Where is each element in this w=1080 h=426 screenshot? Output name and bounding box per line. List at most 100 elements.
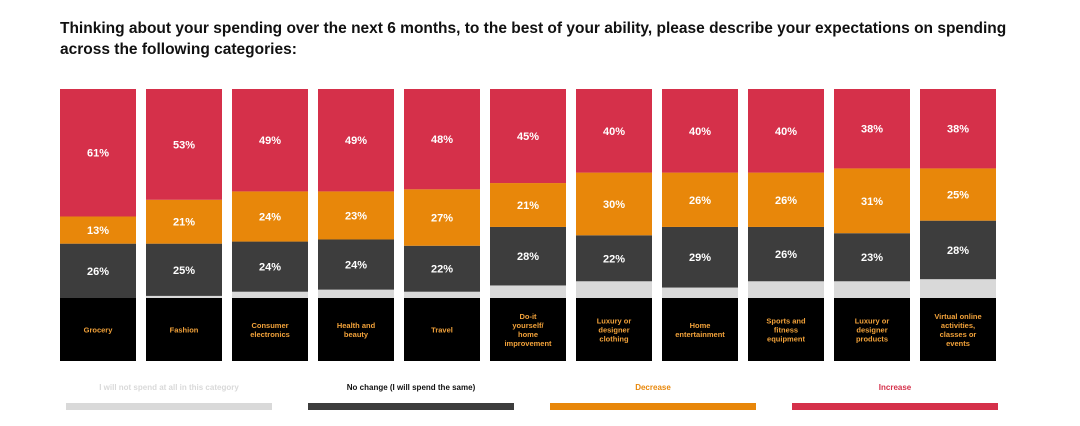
value-label-decrease-health-and-beauty: 23% — [345, 210, 367, 222]
bar-segment-no_change-sports-and-fitness-equipment — [748, 226, 824, 282]
bar-segment-increase-travel — [404, 89, 480, 190]
bar-segment-decrease-grocery — [60, 216, 136, 244]
value-label-decrease-home-entertainment: 26% — [689, 195, 711, 207]
bar-segment-not_spend-fashion — [146, 295, 222, 298]
value-label-increase-consumer-electronics: 49% — [259, 135, 281, 147]
bar-segment-increase-fashion — [146, 89, 222, 200]
bar-segment-increase-grocery — [60, 89, 136, 217]
bar-segment-decrease-sports-and-fitness-equipment — [748, 172, 824, 227]
value-label-decrease-luxury-or-designer-clothing: 30% — [603, 199, 625, 211]
value-label-no_change-fashion: 25% — [173, 265, 195, 277]
bar-segment-no_change-luxury-or-designer-clothing — [576, 235, 652, 282]
bar-segment-increase-do-it-yourself-home-improvement — [490, 89, 566, 184]
value-label-increase-luxury-or-designer-clothing: 40% — [603, 126, 625, 138]
category-box-grocery — [60, 298, 136, 361]
bar-segment-not_spend-health-and-beauty — [318, 289, 394, 298]
legend-label-not-spend: I will not spend at all in this category — [99, 383, 239, 392]
value-label-no_change-luxury-or-designer-clothing: 22% — [603, 253, 625, 265]
value-label-no_change-consumer-electronics: 24% — [259, 262, 281, 274]
bar-segment-increase-luxury-or-designer-clothing — [576, 89, 652, 173]
bar-segment-decrease-health-and-beauty — [318, 191, 394, 240]
bar-segment-no_change-virtual-online-activities-classes-or-events — [920, 220, 996, 280]
legend-item-not-spend: I will not spend at all in this category — [66, 382, 272, 410]
value-label-increase-luxury-or-designer-products: 38% — [861, 124, 883, 136]
category-label-home-entertainment: Home entertainment — [675, 321, 725, 339]
legend-item-decrease: Decrease — [550, 382, 756, 410]
category-label-do-it-yourself-home-improvement: Do-it yourself/home improvement — [504, 312, 552, 348]
category-box-home-entertainment — [662, 298, 738, 361]
bar-segment-decrease-consumer-electronics — [232, 191, 308, 242]
value-label-no_change-do-it-yourself-home-improvement: 28% — [517, 251, 539, 263]
category-label-grocery: Grocery — [84, 326, 114, 335]
category-label-consumer-electronics: Consumer electronics — [250, 321, 290, 339]
legend-swatch-not-spend — [66, 403, 272, 410]
category-box-consumer-electronics — [232, 298, 308, 361]
legend-item-no-change: No change (I will spend the same) — [308, 382, 514, 410]
category-label-sports-and-fitness-equipment: Sports and fitness equipment — [766, 317, 806, 344]
legend-swatch-no-change — [308, 403, 514, 410]
category-box-do-it-yourself-home-improvement — [490, 298, 566, 361]
value-label-increase-sports-and-fitness-equipment: 40% — [775, 126, 797, 138]
bar-segment-no_change-luxury-or-designer-products — [834, 233, 910, 282]
bar-segment-increase-sports-and-fitness-equipment — [748, 89, 824, 173]
category-label-luxury-or-designer-clothing: Luxury or designer clothing — [597, 317, 632, 344]
legend-item-increase: Increase — [792, 382, 998, 410]
bar-segment-not_spend-sports-and-fitness-equipment — [748, 281, 824, 298]
bar-segment-not_spend-consumer-electronics — [232, 291, 308, 298]
category-box-fashion — [146, 298, 222, 361]
bar-segment-not_spend-luxury-or-designer-clothing — [576, 281, 652, 298]
value-label-no_change-grocery: 26% — [87, 266, 109, 278]
category-box-luxury-or-designer-clothing — [576, 298, 652, 361]
chart-title: Thinking about your spending over the ne… — [60, 20, 1007, 58]
bar-segment-no_change-grocery — [60, 243, 136, 298]
bar-segment-decrease-travel — [404, 189, 480, 246]
bar-segment-decrease-luxury-or-designer-clothing — [576, 172, 652, 236]
legend-label-increase: Increase — [878, 383, 912, 392]
value-label-increase-health-and-beauty: 49% — [345, 135, 367, 147]
value-label-no_change-health-and-beauty: 24% — [345, 260, 367, 272]
bar-segment-decrease-fashion — [146, 199, 222, 244]
category-box-travel — [404, 298, 480, 361]
value-label-increase-fashion: 53% — [173, 139, 195, 151]
bar-segment-increase-home-entertainment — [662, 89, 738, 173]
value-label-increase-grocery: 61% — [87, 148, 109, 160]
bar-segment-decrease-do-it-yourself-home-improvement — [490, 183, 566, 227]
bar-segment-no_change-fashion — [146, 243, 222, 296]
legend-swatch-decrease — [550, 403, 756, 410]
bar-segment-not_spend-do-it-yourself-home-improvement — [490, 285, 566, 298]
category-box-sports-and-fitness-equipment — [748, 298, 824, 361]
bar-segment-not_spend-home-entertainment — [662, 287, 738, 298]
bar-segment-increase-consumer-electronics — [232, 89, 308, 192]
category-box-virtual-online-activities-classes-or-events — [920, 298, 996, 361]
value-label-decrease-consumer-electronics: 24% — [259, 211, 281, 223]
value-label-decrease-do-it-yourself-home-improvement: 21% — [517, 200, 539, 212]
bar-segment-no_change-do-it-yourself-home-improvement — [490, 226, 566, 286]
bar-segment-decrease-luxury-or-designer-products — [834, 168, 910, 234]
bar-segment-increase-virtual-online-activities-classes-or-events — [920, 89, 996, 169]
value-label-increase-virtual-online-activities-classes-or-events: 38% — [947, 124, 969, 136]
value-label-no_change-virtual-online-activities-classes-or-events: 28% — [947, 245, 969, 257]
legend-swatch-increase — [792, 403, 998, 410]
bar-segment-no_change-travel — [404, 245, 480, 292]
category-label-fashion: Fashion — [170, 326, 199, 335]
bar-segment-decrease-virtual-online-activities-classes-or-events — [920, 168, 996, 221]
value-label-no_change-sports-and-fitness-equipment: 26% — [775, 249, 797, 261]
category-label-health-and-beauty: Health and beauty — [337, 321, 376, 339]
value-label-decrease-virtual-online-activities-classes-or-events: 25% — [947, 190, 969, 202]
category-label-virtual-online-activities-classes-or-events: Virtual online activities, classes or event… — [934, 312, 981, 348]
bar-segment-increase-luxury-or-designer-products — [834, 89, 910, 169]
value-label-decrease-grocery: 13% — [87, 225, 109, 237]
bar-segment-not_spend-travel — [404, 291, 480, 298]
category-label-luxury-or-designer-products: Luxury or designer products — [855, 317, 890, 344]
bar-segment-no_change-home-entertainment — [662, 226, 738, 288]
bar-segment-not_spend-luxury-or-designer-products — [834, 281, 910, 298]
category-box-luxury-or-designer-products — [834, 298, 910, 361]
value-label-increase-home-entertainment: 40% — [689, 126, 711, 138]
category-label-travel: Travel — [431, 326, 453, 335]
value-label-decrease-sports-and-fitness-equipment: 26% — [775, 195, 797, 207]
bar-segment-decrease-home-entertainment — [662, 172, 738, 227]
value-label-decrease-travel: 27% — [431, 213, 453, 225]
value-label-increase-do-it-yourself-home-improvement: 45% — [517, 131, 539, 143]
bar-segment-not_spend-virtual-online-activities-classes-or-events — [920, 279, 996, 298]
